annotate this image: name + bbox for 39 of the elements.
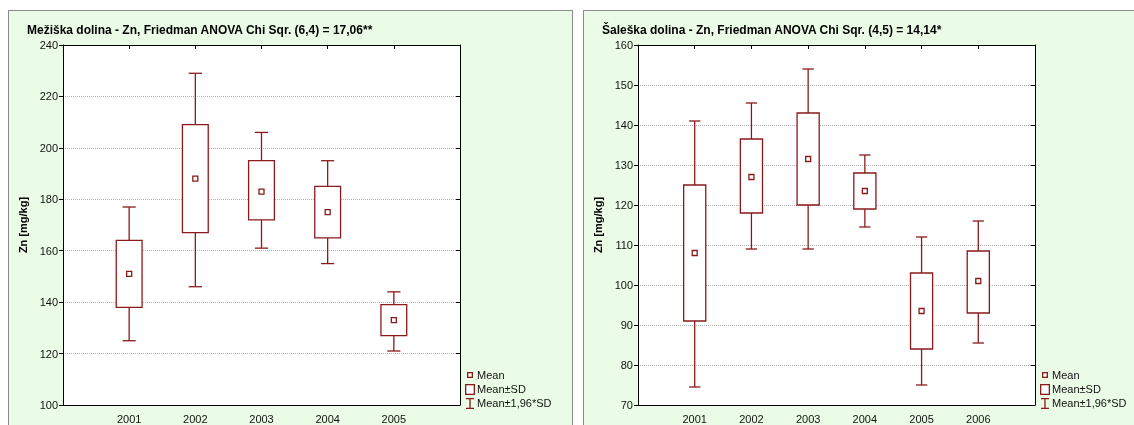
x-tick-label: 2003	[249, 412, 274, 425]
y-tick-label: 240	[39, 39, 58, 51]
x-tick-label: 2006	[966, 412, 991, 425]
x-tick-label: 2002	[183, 412, 208, 425]
text: Mean±SD	[477, 383, 526, 395]
x-tick-label: 2005	[381, 412, 407, 425]
y-tick-label: 120	[614, 199, 633, 211]
x-tick-label: 2003	[795, 412, 821, 425]
x-tick-label: 2001	[116, 412, 142, 425]
y-tick-label: 160	[614, 39, 633, 51]
text: Mean±SD	[1052, 383, 1101, 395]
x-tick-label: 2001	[682, 412, 707, 425]
text: Mean	[477, 369, 505, 381]
chart-title: Šaleška dolina - Zn, Friedman ANOVA Chi Sqr. (4,5) = 14,14*	[602, 22, 942, 37]
y-tick-label: 220	[39, 90, 58, 103]
text: Mean±1,96*SD	[477, 397, 552, 409]
y-tick-label: 80	[620, 359, 633, 371]
y-tick-label: 110	[615, 239, 633, 251]
y-tick-label: 180	[39, 193, 58, 206]
y-tick-label: 200	[39, 141, 58, 154]
y-tick-label: 70	[620, 399, 633, 411]
y-tick-label: 90	[620, 319, 633, 331]
text: Mean±1,96*SD	[1052, 397, 1127, 409]
y-tick-label: 100	[614, 279, 633, 291]
x-tick-label: 2004	[315, 412, 340, 425]
x-tick-label: 2002	[739, 412, 764, 425]
y-axis-title: Zn [mg/kg]	[17, 196, 30, 254]
x-tick-label: 2005	[909, 412, 934, 425]
x-tick-label: 2004	[852, 412, 878, 425]
y-tick-label: 150	[614, 79, 633, 91]
y-tick-label: 100	[39, 399, 58, 411]
y-axis-title: Zn [mg/kg]	[592, 196, 605, 254]
y-tick-label: 160	[39, 244, 58, 257]
y-tick-label: 140	[614, 119, 633, 131]
y-tick-label: 130	[614, 159, 633, 171]
chart-title: Mežiška dolina - Zn, Friedman ANOVA Chi Sqr. (6,4) = 17,06**	[27, 23, 373, 37]
text: Mean	[1052, 369, 1080, 381]
y-tick-label: 120	[39, 347, 58, 360]
y-tick-label: 140	[39, 296, 58, 309]
